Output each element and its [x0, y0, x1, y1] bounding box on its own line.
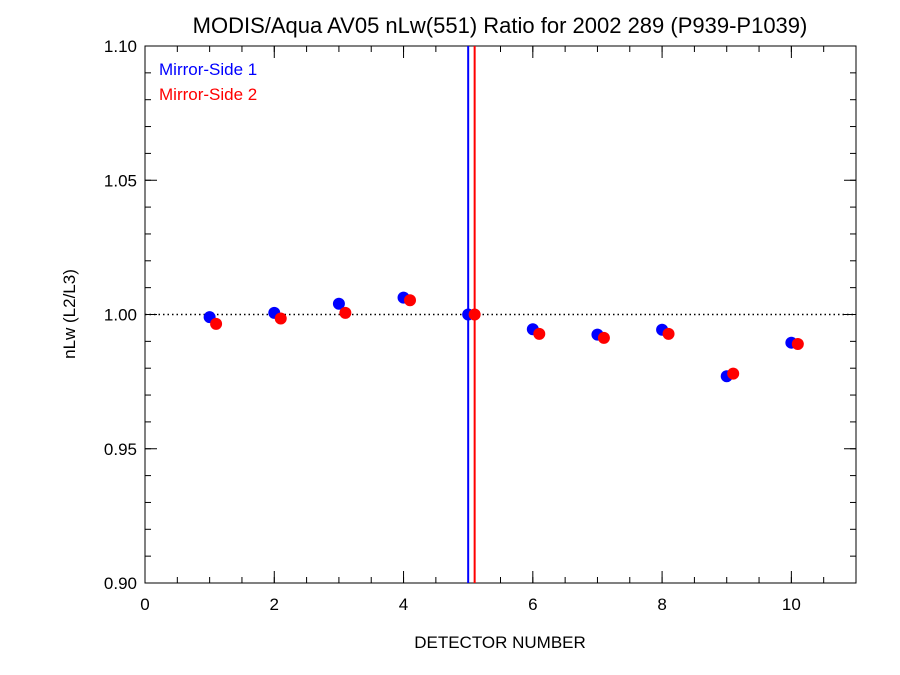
x-tick-label: 4: [399, 595, 408, 614]
legend-mirror-side-2: Mirror-Side 2: [159, 85, 257, 104]
data-point: [533, 327, 546, 340]
data-point: [404, 294, 417, 307]
chart-title: MODIS/Aqua AV05 nLw(551) Ratio for 2002 …: [193, 13, 808, 38]
x-tick-label: 6: [528, 595, 537, 614]
legend-mirror-side-1: Mirror-Side 1: [159, 60, 257, 79]
data-point: [339, 306, 352, 319]
x-tick-label: 8: [657, 595, 666, 614]
data-point: [791, 338, 804, 351]
y-tick-label: 0.90: [104, 574, 137, 593]
y-tick-label: 1.00: [104, 306, 137, 325]
data-point: [597, 331, 610, 344]
x-axis-label: DETECTOR NUMBER: [414, 633, 586, 652]
y-tick-label: 1.05: [104, 171, 137, 190]
x-tick-label: 2: [270, 595, 279, 614]
x-tick-label: 0: [140, 595, 149, 614]
x-tick-labels: 0 2 4 6 8 10: [140, 595, 801, 614]
data-point: [468, 308, 481, 321]
y-tick-labels: 0.90 0.95 1.00 1.05 1.10: [104, 37, 137, 593]
y-axis-label: nLw (L2/L3): [60, 269, 79, 359]
data-points: [203, 291, 804, 383]
data-point: [332, 297, 345, 310]
data-point: [727, 367, 740, 380]
data-point: [210, 317, 223, 330]
y-tick-label: 0.95: [104, 440, 137, 459]
x-tick-label: 10: [782, 595, 801, 614]
major-ticks: [144, 45, 856, 584]
data-point: [274, 312, 287, 325]
data-point: [662, 327, 675, 340]
y-tick-label: 1.10: [104, 37, 137, 56]
